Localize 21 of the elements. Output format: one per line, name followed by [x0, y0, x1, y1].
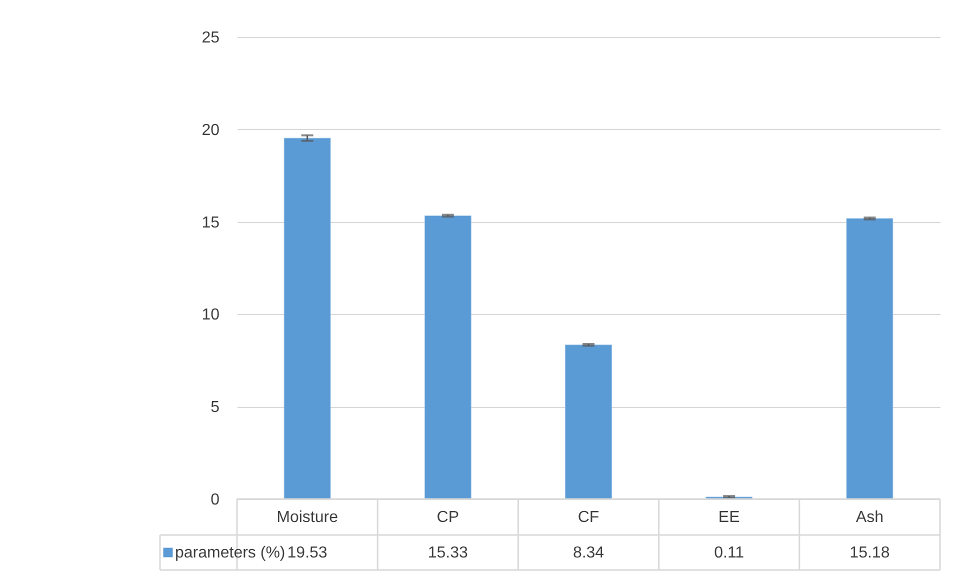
- y-tick-label: 0: [210, 492, 220, 508]
- y-tick-label: 15: [202, 214, 220, 232]
- bar: [565, 344, 612, 500]
- bar: [846, 218, 894, 500]
- legend-label: parameters (%): [175, 544, 286, 562]
- data-label: 0.11: [714, 544, 744, 562]
- x-tick-label: Ash: [856, 509, 884, 526]
- bar: [284, 138, 331, 500]
- x-tick-label: CF: [578, 509, 600, 526]
- x-tick-label: EE: [718, 509, 740, 526]
- data-label: 19.53: [287, 544, 328, 562]
- y-tick-label: 10: [202, 306, 220, 324]
- bar: [424, 215, 472, 500]
- x-tick-label: Moisture: [276, 509, 338, 526]
- data-label: 15.18: [850, 544, 890, 562]
- y-tick-label: 5: [210, 399, 220, 416]
- data-label: 15.33: [428, 544, 468, 562]
- y-tick-label: 25: [202, 30, 220, 46]
- data-label: 8.34: [572, 544, 604, 562]
- x-tick-label: CP: [436, 509, 460, 526]
- y-tick-label: 20: [202, 122, 220, 139]
